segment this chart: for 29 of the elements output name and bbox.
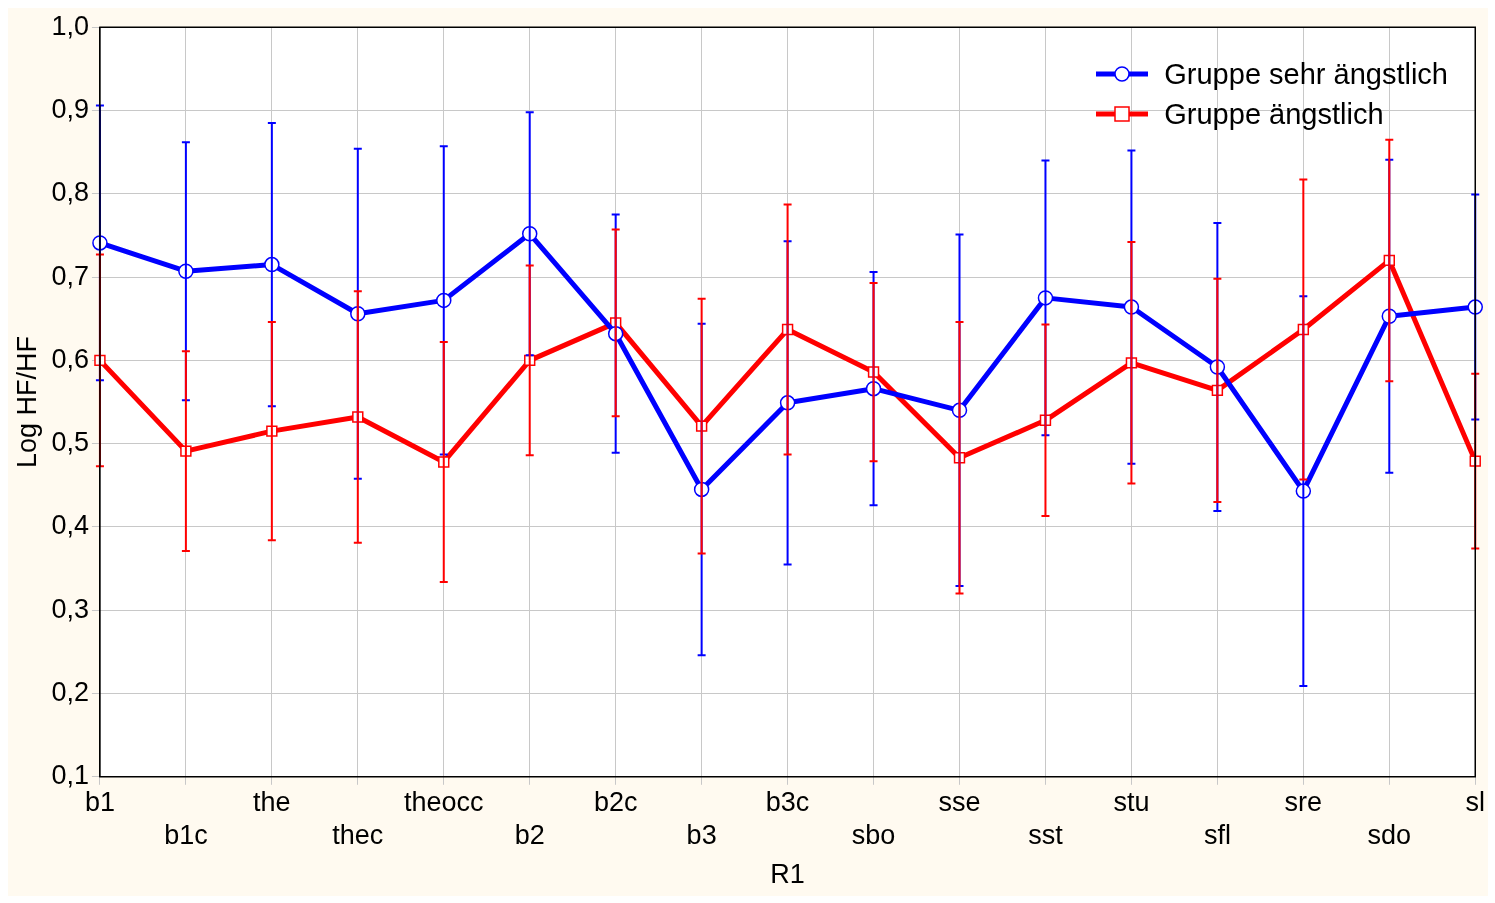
legend-label: Gruppe ängstlich — [1164, 97, 1384, 132]
x-tick-label: sbo — [851, 819, 896, 850]
y-tick-label: 1,0 — [51, 10, 89, 41]
x-tick-label: thec — [332, 819, 384, 850]
x-tick-label: b2c — [593, 787, 638, 818]
legend-label: Gruppe sehr ängstlich — [1164, 57, 1448, 92]
x-tick-label: the — [253, 787, 291, 818]
y-tick-label: 0,9 — [51, 93, 89, 124]
y-tick-label: 0,7 — [51, 260, 89, 291]
y-axis-title: Log HF/HF — [11, 335, 42, 469]
y-tick-label: 0,8 — [51, 177, 89, 208]
x-tick-label: sst — [1028, 819, 1064, 850]
x-axis-title: R1 — [770, 859, 805, 890]
y-tick-label: 0,2 — [51, 676, 89, 707]
x-tick-label: b2 — [514, 819, 545, 850]
x-tick-label: sdo — [1367, 819, 1412, 850]
y-tick-label: 0,5 — [51, 427, 89, 458]
x-tick-label: theocc — [403, 787, 484, 818]
y-tick-label: 0,3 — [51, 593, 89, 624]
x-tick-label: stu — [1113, 787, 1150, 818]
y-tick-label: 0,4 — [51, 510, 89, 541]
x-tick-label: sl — [1465, 787, 1485, 818]
x-tick-label: b3 — [686, 819, 717, 850]
x-tick-label: sre — [1284, 787, 1323, 818]
y-tick-label: 0,6 — [51, 343, 89, 374]
x-tick-label: b1c — [164, 819, 208, 850]
x-tick-label: b3c — [765, 787, 810, 818]
x-tick-label: sse — [938, 787, 981, 818]
x-tick-label: sfl — [1203, 819, 1231, 850]
